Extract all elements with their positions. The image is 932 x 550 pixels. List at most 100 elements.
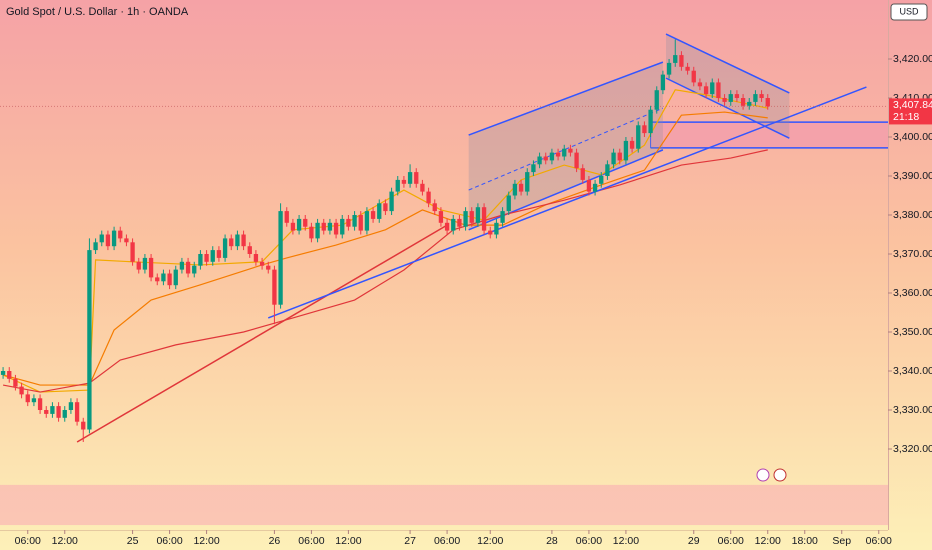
x-tick-label: 28 — [546, 535, 558, 547]
candle-body — [716, 82, 721, 99]
candle-body — [506, 195, 511, 212]
candle-body — [629, 140, 635, 149]
candle-body — [333, 222, 339, 235]
candle-body — [81, 421, 86, 430]
candle-body — [99, 234, 104, 243]
candle-body — [697, 82, 703, 87]
x-tick-label: 27 — [404, 535, 416, 547]
candle-body — [309, 226, 314, 239]
candle-body — [266, 265, 271, 270]
channel-fill — [666, 34, 790, 139]
candle-body — [463, 211, 468, 227]
channel-line — [468, 61, 664, 136]
x-tick-label: Sep — [832, 535, 851, 547]
candle-body — [31, 398, 37, 403]
candle-body — [346, 218, 351, 227]
candle-body — [321, 222, 326, 231]
candle-body — [352, 215, 357, 227]
candle-body — [617, 152, 622, 161]
x-tick-label: 06:00 — [434, 535, 460, 547]
candle-body — [451, 218, 456, 231]
candle-body — [62, 409, 67, 418]
candle-body — [666, 62, 672, 75]
chart-title: Gold Spot / U.S. Dollar · 1h · OANDA — [6, 6, 189, 18]
candle-body — [284, 211, 289, 223]
x-tick-label: 26 — [269, 535, 281, 547]
x-tick-label: 29 — [688, 535, 700, 547]
candle-body — [56, 406, 61, 418]
trendline — [76, 224, 448, 443]
candle-body — [364, 211, 370, 231]
y-tick-label: 3,350.000 — [893, 326, 932, 338]
x-tick-label: 06:00 — [156, 535, 182, 547]
flag-icon[interactable] — [773, 468, 787, 482]
x-tick-label: 12:00 — [755, 535, 781, 547]
channel-line — [665, 33, 790, 94]
candle-body — [377, 203, 382, 219]
candle-body — [444, 222, 450, 231]
y-tick-label: 3,340.000 — [893, 365, 932, 377]
candle-body — [358, 215, 363, 231]
candle-body — [710, 82, 715, 95]
candle-body — [654, 90, 659, 110]
candle-body — [111, 230, 117, 247]
candle-body — [414, 172, 419, 184]
candle-body — [494, 222, 499, 235]
candle-body — [518, 183, 524, 192]
candle-body — [161, 273, 166, 282]
candle-body — [543, 156, 548, 161]
candle-body — [278, 211, 283, 305]
channel-fill — [468, 62, 663, 230]
candle-body — [303, 218, 308, 227]
moving-average — [2, 111, 768, 386]
candle-body — [660, 74, 666, 91]
candle-body — [253, 254, 259, 262]
candle-body — [130, 242, 135, 262]
candle-body — [592, 183, 598, 192]
x-tick-label: 06:00 — [298, 535, 324, 547]
candle-body — [204, 254, 209, 262]
candle-body — [420, 183, 425, 192]
candle-body — [44, 409, 49, 414]
moving-average — [2, 149, 768, 393]
candle-body — [580, 168, 585, 180]
candle-body — [118, 230, 123, 239]
candle-body — [568, 148, 573, 153]
candle-body — [401, 179, 407, 184]
last-price-box — [889, 98, 932, 125]
candle-body — [475, 207, 481, 223]
candle-body — [605, 164, 610, 177]
candle-body — [216, 250, 222, 258]
x-tick-label: 12:00 — [335, 535, 361, 547]
x-tick-label: 25 — [127, 535, 139, 547]
candle-body — [703, 86, 709, 95]
candle-body — [105, 234, 111, 247]
candle-body — [124, 238, 129, 243]
candle-body — [537, 156, 542, 165]
candle-body — [586, 179, 592, 192]
candle-body — [481, 207, 487, 231]
candle-body — [370, 211, 376, 219]
candle-body — [148, 257, 154, 278]
currency-label[interactable]: USD — [899, 6, 919, 16]
candle-body — [173, 269, 178, 286]
channel-line — [665, 77, 790, 139]
x-tick-label: 12:00 — [477, 535, 503, 547]
candle-body — [68, 402, 74, 410]
candle-body — [315, 222, 320, 239]
y-tick-label: 3,380.000 — [893, 209, 932, 221]
x-tick-label: 06:00 — [576, 535, 602, 547]
candle-body — [500, 211, 505, 223]
candle-body — [241, 234, 246, 247]
candle-body — [247, 246, 252, 255]
zone — [0, 484, 888, 526]
candle-body — [469, 211, 474, 223]
event-icon[interactable] — [756, 468, 770, 482]
candle-body — [25, 394, 30, 403]
currency-button[interactable] — [890, 3, 928, 21]
candle-body — [229, 238, 234, 247]
candle-body — [37, 398, 43, 410]
